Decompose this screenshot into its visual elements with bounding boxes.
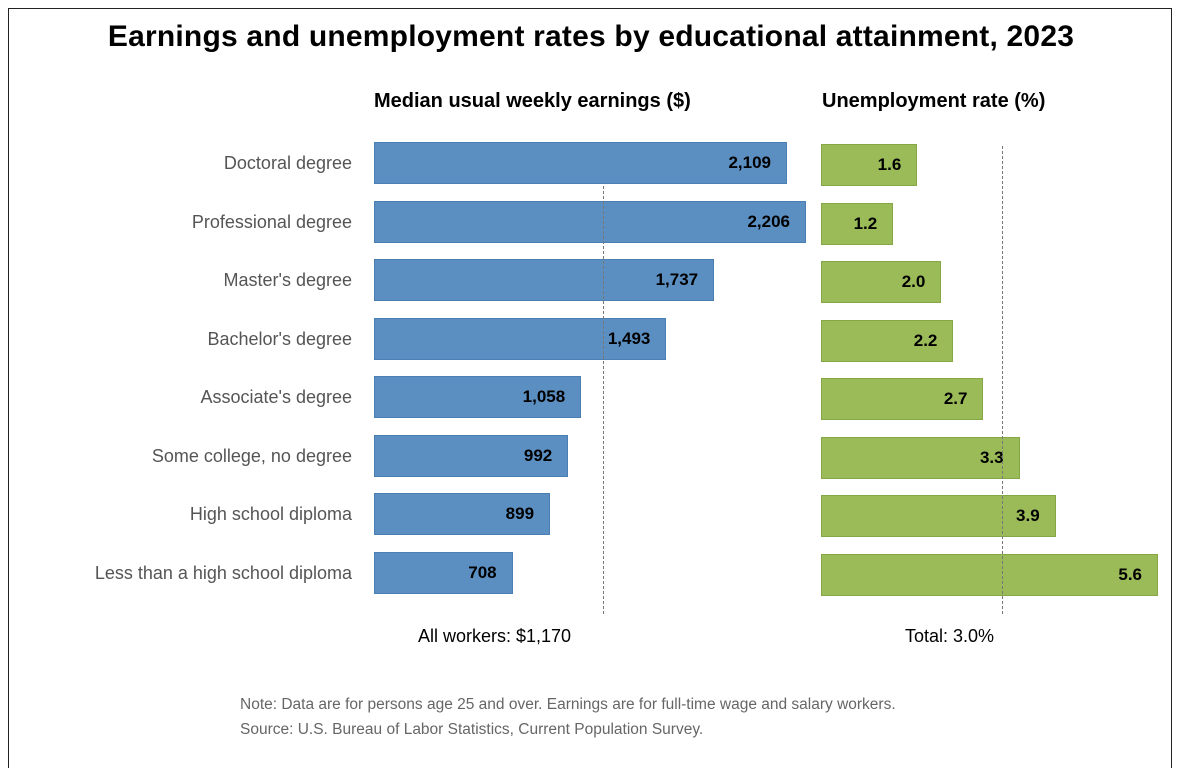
unemployment-panel-title: Unemployment rate (%)	[822, 90, 1046, 112]
unemployment-data-label: 1.2	[853, 213, 878, 233]
earnings-data-label: 1,058	[522, 387, 566, 406]
earnings-bar	[374, 142, 787, 184]
earnings-panel-title: Median usual weekly earnings ($)	[374, 90, 691, 112]
unemployment-reference-line	[1001, 146, 1003, 614]
unemployment-bar	[821, 202, 894, 245]
earnings-reference-line	[603, 186, 605, 614]
earnings-data-label: 2,109	[728, 153, 771, 172]
unemployment-data-label: 5.6	[1118, 564, 1142, 584]
unemployment-bar	[821, 495, 1056, 537]
unemployment-bar	[821, 319, 954, 362]
unemployment-bar	[821, 553, 1158, 596]
chart-frame	[8, 8, 1172, 768]
category-label: Associate's degree	[200, 387, 352, 407]
category-label: Master's degree	[223, 270, 353, 290]
category-label: Doctoral degree	[223, 153, 352, 173]
category-label: Less than a high school diploma	[94, 562, 352, 583]
earnings-data-label: 1,737	[655, 270, 699, 289]
unemployment-reference-label: Total: 3.0%	[905, 626, 995, 646]
unemployment-bar	[821, 436, 1020, 479]
category-label: High school diploma	[189, 504, 352, 524]
chart-note: Note: Data are for persons age 25 and ov…	[240, 696, 896, 713]
earnings-data-label: 708	[468, 562, 497, 582]
earnings-data-label: 899	[505, 504, 535, 523]
earnings-bar	[374, 376, 582, 418]
earnings-data-label: 2,206	[747, 211, 790, 231]
category-label: Bachelor's degree	[207, 328, 352, 349]
unemployment-data-label: 2.0	[901, 272, 926, 291]
chart-source: Source: U.S. Bureau of Labor Statistics,…	[240, 721, 704, 738]
category-label: Some college, no degree	[151, 445, 352, 466]
unemployment-bar	[821, 144, 918, 186]
earnings-bar	[374, 259, 715, 301]
unemployment-bar	[821, 261, 942, 303]
unemployment-data-label: 2.7	[943, 389, 968, 408]
earnings-bar	[374, 551, 513, 594]
earnings-reference-label: All workers: $1,170	[418, 626, 572, 646]
earnings-bar	[374, 434, 569, 477]
unemployment-data-label: 1.6	[877, 155, 902, 174]
earnings-data-label: 1,493	[607, 328, 651, 348]
category-label: Professional degree	[191, 211, 352, 232]
unemployment-data-label: 3.9	[1016, 506, 1040, 525]
unemployment-bar	[821, 378, 984, 420]
unemployment-data-label: 2.2	[913, 330, 938, 350]
unemployment-data-label: 3.3	[979, 447, 1004, 467]
earnings-data-label: 992	[523, 445, 553, 465]
earnings-bar	[374, 200, 806, 243]
chart-title: Earnings and unemployment rates by educa…	[107, 20, 1075, 53]
earnings-bar	[374, 493, 551, 535]
earnings-bar	[374, 317, 667, 360]
